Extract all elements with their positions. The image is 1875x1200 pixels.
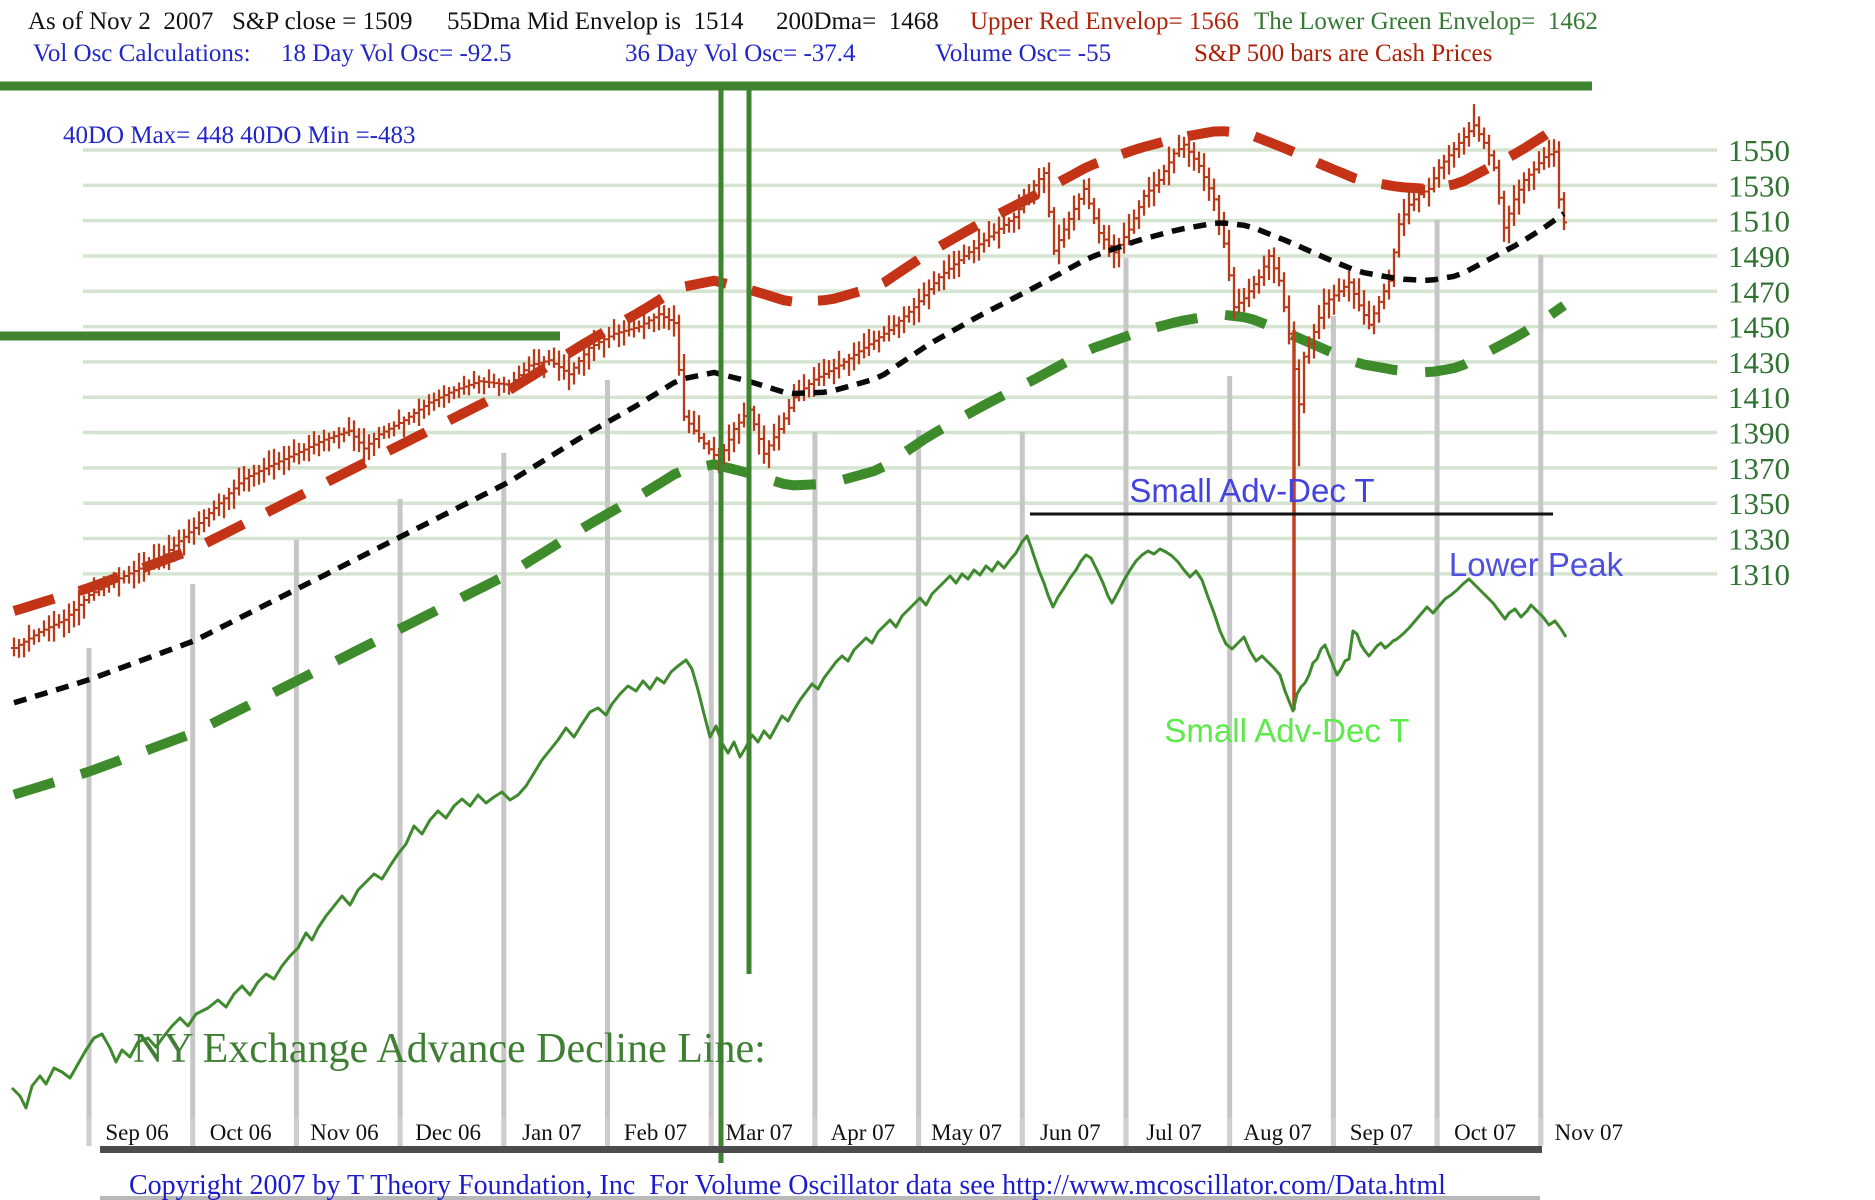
y-axis-label: 1530 xyxy=(1728,168,1790,203)
forty-day-osc-range-label: 40DO Max= 448 40DO Min =-483 xyxy=(63,122,416,149)
header-vol-osc: Volume Osc= -55 xyxy=(935,40,1112,67)
header-cash-note: S&P 500 bars are Cash Prices xyxy=(1194,40,1493,67)
y-axis-label: 1410 xyxy=(1728,380,1790,415)
header-vol18: 18 Day Vol Osc= -92.5 xyxy=(281,40,512,67)
y-axis-label: 1330 xyxy=(1728,522,1790,557)
header-vol36: 36 Day Vol Osc= -37.4 xyxy=(625,40,856,67)
month-label: May 07 xyxy=(931,1120,1002,1145)
month-label: Apr 07 xyxy=(831,1120,896,1145)
y-axis-label: 1510 xyxy=(1728,204,1790,239)
lower-envelope-line xyxy=(12,301,1567,800)
header-200dma: 200Dma= 1468 xyxy=(776,8,939,35)
month-label: Oct 07 xyxy=(1454,1120,1516,1145)
y-axis-label: 1370 xyxy=(1728,451,1790,486)
y-axis-label: 1350 xyxy=(1728,486,1790,521)
copyright-line: Copyright 2007 by T Theory Foundation, I… xyxy=(129,1170,1446,1200)
small-adv-dec-t-price: Small Adv-Dec T xyxy=(1129,472,1374,509)
header-upper-envelope: Upper Red Envelop= 1566 xyxy=(970,8,1239,35)
y-axis-label: 1310 xyxy=(1728,557,1790,592)
header-lower-envelope: The Lower Green Envelop= 1462 xyxy=(1254,8,1598,35)
upper-envelope-line xyxy=(12,117,1567,616)
month-label: Oct 06 xyxy=(210,1120,272,1145)
header-sp-close: S&P close = 1509 xyxy=(232,8,413,35)
month-label: Dec 06 xyxy=(415,1120,481,1145)
month-label: Feb 07 xyxy=(624,1120,687,1145)
y-axis-label: 1450 xyxy=(1728,310,1790,345)
month-label: Jan 07 xyxy=(522,1120,581,1145)
month-label: Nov 07 xyxy=(1555,1120,1623,1145)
month-label: Mar 07 xyxy=(726,1120,793,1145)
y-axis-label: 1490 xyxy=(1728,239,1790,274)
month-label: Jun 07 xyxy=(1040,1120,1101,1145)
month-label: Nov 06 xyxy=(310,1120,378,1145)
month-label: Aug 07 xyxy=(1244,1120,1312,1145)
y-axis-label: 1550 xyxy=(1728,133,1790,168)
bottom-strip xyxy=(100,1196,1540,1200)
price-bars xyxy=(11,104,1567,658)
y-axis-label: 1470 xyxy=(1728,274,1790,309)
bottom-axis-bar xyxy=(100,1146,1542,1153)
month-label: Sep 07 xyxy=(1350,1120,1413,1145)
lower-peak: Lower Peak xyxy=(1449,546,1624,583)
advance-decline-line xyxy=(10,534,1568,1110)
month-label: Sep 06 xyxy=(105,1120,168,1145)
small-adv-dec-t-ad: Small Adv-Dec T xyxy=(1164,712,1409,749)
nyad-label: NY Exchange Advance Decline Line: xyxy=(133,1026,766,1072)
month-label: Jul 07 xyxy=(1146,1120,1202,1145)
header-as-of: As of Nov 2 2007 xyxy=(28,8,214,35)
y-axis-label: 1430 xyxy=(1728,345,1790,380)
header-vol-calc: Vol Osc Calculations: xyxy=(33,40,251,67)
header-55dma: 55Dma Mid Envelop is 1514 xyxy=(447,8,744,35)
mid-envelope-line xyxy=(13,211,1566,706)
y-axis-label: 1390 xyxy=(1728,416,1790,451)
